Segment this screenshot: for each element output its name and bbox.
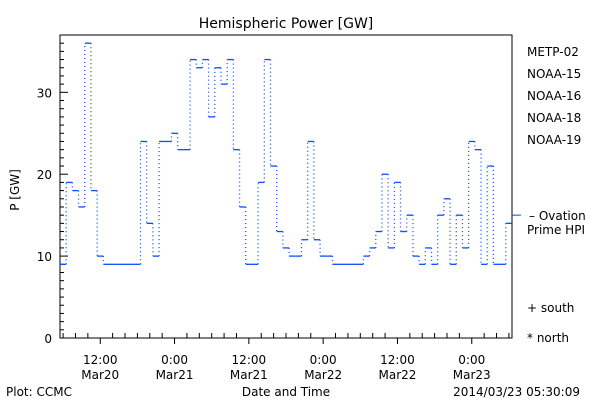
- plot-frame: [59, 34, 513, 339]
- x-tick-date-label: Mar22: [304, 368, 342, 382]
- x-tick-time-label: 12:00: [83, 353, 118, 367]
- legend-noaa-19: NOAA-19: [527, 133, 581, 147]
- x-tick-date-label: Mar21: [230, 368, 268, 382]
- plot-timestamp: 2014/03/23 05:30:09: [453, 385, 580, 399]
- x-tick-time-label: 0:00: [310, 353, 337, 367]
- legend-metp-02: METP-02: [527, 45, 579, 59]
- legend-ovation-line2: Prime HPI: [527, 223, 585, 237]
- legend: METP-02 NOAA-15 NOAA-16 NOAA-18 NOAA-19 …: [512, 45, 586, 345]
- chart-title: Hemispheric Power [GW]: [199, 16, 374, 32]
- x-axis-label: Date and Time: [242, 385, 330, 399]
- x-tick-date-label: Mar23: [453, 368, 491, 382]
- legend-north: * north: [527, 331, 569, 345]
- x-tick-time-label: 12:00: [380, 353, 415, 367]
- x-tick-date-label: Mar20: [81, 368, 119, 382]
- x-axis: 12:00Mar200:00Mar2112:00Mar210:00Mar2212…: [62, 333, 510, 382]
- legend-noaa-18: NOAA-18: [527, 111, 581, 125]
- y-tick-label: 20: [37, 168, 52, 182]
- y-tick-label: 0: [44, 332, 52, 346]
- x-tick-time-label: 12:00: [232, 353, 267, 367]
- x-tick-date-label: Mar21: [156, 368, 194, 382]
- x-tick-time-label: 0:00: [458, 353, 485, 367]
- y-tick-label: 10: [37, 250, 52, 264]
- legend-south: + south: [527, 301, 574, 315]
- legend-noaa-15: NOAA-15: [527, 67, 581, 81]
- y-axis: 0 10 20 30: [37, 34, 68, 346]
- x-tick-date-label: Mar22: [378, 368, 416, 382]
- series-ovation-prime-hpi: [60, 42, 512, 265]
- legend-noaa-16: NOAA-16: [527, 89, 581, 103]
- y-axis-label: P [GW]: [8, 169, 22, 211]
- y-tick-label: 30: [37, 86, 52, 100]
- legend-ovation-line1: – Ovation: [529, 209, 586, 223]
- plot-credit: Plot: CCMC: [6, 385, 72, 399]
- x-tick-time-label: 0:00: [161, 353, 188, 367]
